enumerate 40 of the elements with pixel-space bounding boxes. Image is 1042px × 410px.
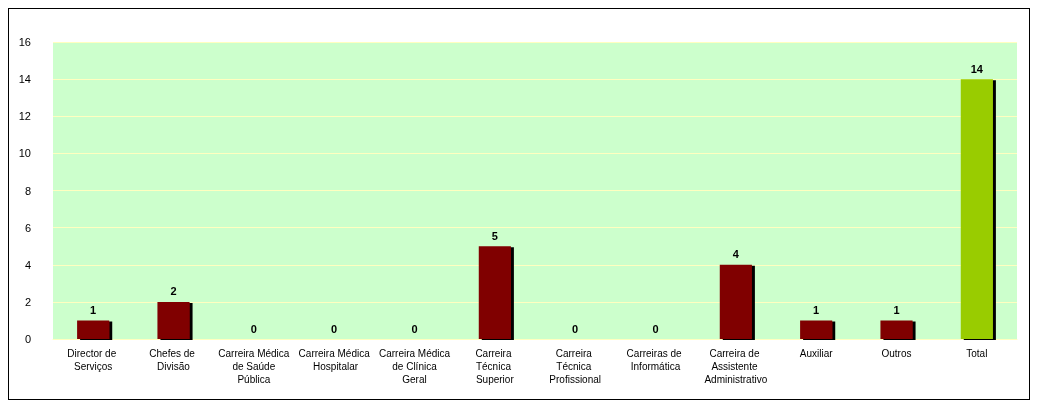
y-tick-label: 6 xyxy=(24,221,31,234)
bar xyxy=(880,320,913,339)
x-tick-label: Director de Serviços xyxy=(67,348,120,372)
x-tick-label: Carreira Técnica Superior xyxy=(475,348,515,385)
y-tick-label: 10 xyxy=(18,147,31,160)
x-tick-label: Carreira Médica de Saúde Pública xyxy=(218,348,290,385)
bar xyxy=(960,79,993,339)
data-label: 0 xyxy=(331,322,338,335)
bar xyxy=(800,320,833,339)
y-tick-label: 2 xyxy=(24,295,31,308)
bar xyxy=(478,246,511,339)
data-label: 2 xyxy=(170,285,177,298)
y-tick-label: 4 xyxy=(24,258,31,271)
data-label: 5 xyxy=(491,229,498,242)
y-tick-label: 16 xyxy=(18,36,31,48)
y-tick-label: 0 xyxy=(24,333,31,345)
x-tick-label: Carreira Médica de Clínica Geral xyxy=(378,348,451,385)
bar xyxy=(77,320,110,339)
data-label: 14 xyxy=(970,62,984,75)
data-label: 0 xyxy=(572,322,579,335)
x-tick-label: Auxiliar xyxy=(799,348,834,359)
bar xyxy=(157,301,190,339)
data-label: 1 xyxy=(893,303,900,316)
y-tick-label: 8 xyxy=(24,184,31,197)
x-tick-label: Chefes de Divisão xyxy=(149,348,198,372)
data-label: 0 xyxy=(250,322,257,335)
x-tick-label: Carreira de Assistente Administrativo xyxy=(704,348,768,385)
x-tick-label: Total xyxy=(966,348,988,359)
x-tick-label: Carreira Técnica Profissional xyxy=(549,348,602,385)
data-label: 4 xyxy=(732,248,740,261)
x-tick-label: Carreira Médica Hospitalar xyxy=(298,348,371,372)
x-tick-label: Carreiras de Informática xyxy=(626,348,685,372)
x-tick-label: Outros xyxy=(881,348,912,359)
data-label: 0 xyxy=(411,322,418,335)
data-label: 0 xyxy=(652,322,659,335)
data-label: 1 xyxy=(813,303,820,316)
bar xyxy=(719,264,752,339)
y-tick-label: 12 xyxy=(18,110,31,123)
y-tick-label: 14 xyxy=(18,73,31,86)
data-label: 1 xyxy=(90,303,97,316)
